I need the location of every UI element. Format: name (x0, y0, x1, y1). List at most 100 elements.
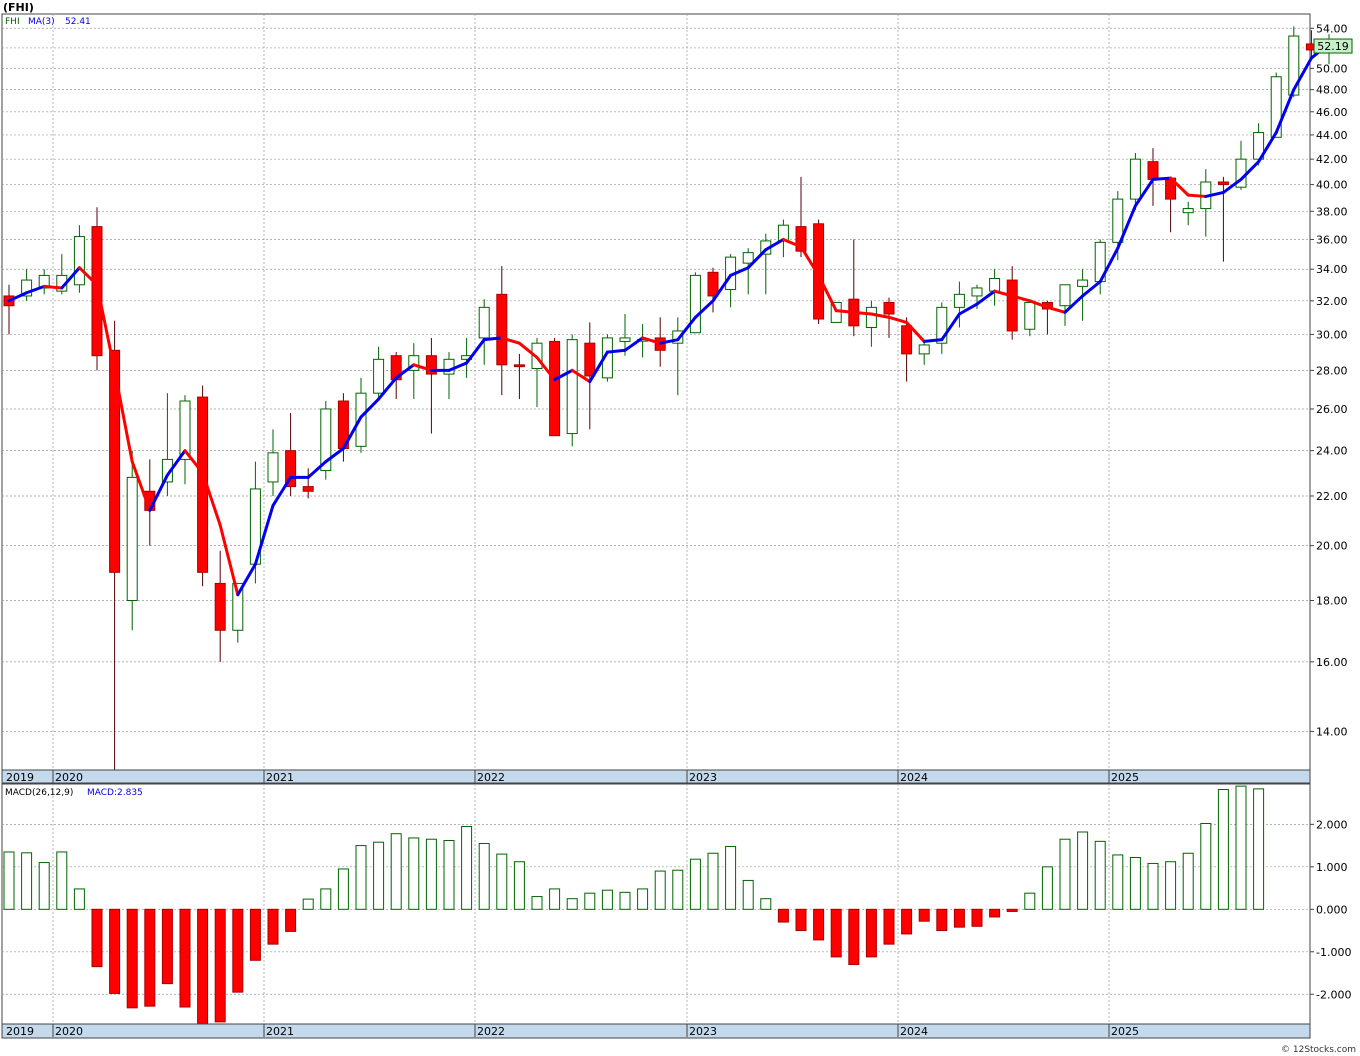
ma-segment-rising (957, 302, 979, 316)
price-tick-label: 30.00 (1316, 328, 1348, 341)
ma-segment-rising (1133, 177, 1155, 208)
candle-body (496, 293, 508, 366)
macd-bar-positive (1129, 856, 1141, 910)
year-label: 2022 (477, 1025, 505, 1038)
macd-bar-negative (918, 908, 930, 922)
candle-body (865, 306, 877, 329)
year-label: 2019 (6, 771, 34, 784)
macd-bar-positive (1024, 892, 1036, 910)
macd-bar-positive (549, 888, 561, 910)
candle-body (302, 486, 314, 492)
candle-body (1024, 301, 1036, 330)
macd-bar-negative (197, 908, 209, 1025)
ma-segment-falling (113, 368, 134, 464)
macd-bar-positive (461, 825, 473, 910)
macd-bar-positive (707, 852, 719, 910)
ma-segment-falling (570, 368, 592, 384)
candle-body (901, 325, 913, 355)
price-legend-symbol: FHI (5, 17, 20, 27)
macd-bar-positive (478, 842, 490, 910)
ma-segment-rising (271, 475, 293, 508)
macd-bar-positive (496, 853, 508, 910)
down-candle (302, 468, 314, 499)
year-label: 2021 (266, 771, 294, 784)
candle-body (1006, 279, 1018, 332)
ma-segment-rising (975, 289, 997, 306)
ma-segment-falling (500, 336, 521, 345)
year-label: 2020 (55, 771, 83, 784)
ma-segment-falling (641, 336, 662, 345)
macd-bar-positive (513, 861, 525, 910)
candle-body (989, 278, 1001, 292)
macd-bar-positive (1059, 838, 1071, 910)
price-tick-label: 26.00 (1316, 403, 1348, 416)
down-candle (214, 550, 226, 662)
up-candle (1182, 201, 1194, 226)
year-label: 2020 (55, 1025, 83, 1038)
macd-bar-positive (302, 898, 314, 910)
ma-segment-rising (148, 473, 169, 512)
ma-segment-falling (130, 460, 152, 512)
macd-bar-positive (742, 879, 754, 910)
up-candle (1059, 284, 1071, 326)
price-x-axis: 2019 2020 2021 2022 2023 2024 2025 (6, 770, 1139, 784)
macd-bar-negative (109, 908, 121, 994)
ma-segment-rising (693, 299, 715, 319)
down-candle (513, 353, 525, 400)
ma-segment-rising (1151, 176, 1173, 181)
ma-segment-rising (658, 338, 680, 345)
macd-bar-positive (637, 888, 649, 910)
macd-date-band (1, 1023, 1311, 1039)
candle-body (584, 342, 596, 377)
macd-bar-negative (249, 908, 261, 961)
ma-segment-rising (711, 273, 733, 303)
ma-segment-rising (1098, 246, 1120, 284)
candle-body (267, 452, 279, 483)
ma-segment-falling (535, 356, 557, 382)
candle-body (21, 279, 33, 297)
candle-body (126, 476, 138, 601)
macd-bar-negative (179, 908, 191, 1008)
up-candle (1024, 301, 1036, 337)
macd-bar-positive (566, 898, 578, 910)
candle-body (73, 236, 85, 286)
macd-bar-negative (91, 908, 103, 968)
candle-body (672, 330, 684, 344)
candle-body (179, 400, 191, 460)
macd-bar-negative (144, 908, 156, 1007)
up-candle (936, 302, 948, 354)
candle-body (1270, 76, 1282, 138)
candle-body (513, 364, 525, 368)
ma-segment-falling (183, 449, 205, 475)
ma-segment-falling (201, 471, 222, 527)
macd-bar-positive (601, 889, 613, 910)
down-candle (496, 266, 508, 396)
macd-bar-positive (672, 869, 684, 910)
candle-body (373, 358, 385, 394)
macd-bar-negative (161, 908, 173, 985)
up-candle (953, 281, 965, 328)
ma-line (7, 42, 1331, 597)
macd-bar-positive (1217, 789, 1229, 910)
price-panel (1, 13, 1311, 771)
year-label: 2025 (1111, 1025, 1139, 1038)
macd-bar-positive (1253, 788, 1265, 910)
candle-body (707, 271, 719, 297)
year-label: 2023 (689, 771, 717, 784)
macd-bar-negative (989, 908, 1001, 918)
year-label: 2022 (477, 771, 505, 784)
ma-segment-falling (1045, 305, 1067, 314)
ma-segment-rising (1081, 280, 1102, 298)
ma-segment-falling (218, 523, 240, 597)
up-candle (73, 225, 85, 293)
price-tick-label: 22.00 (1316, 490, 1348, 503)
macd-bar-positive (725, 845, 737, 910)
price-tick-label: 40.00 (1316, 179, 1348, 192)
down-candle (109, 320, 121, 770)
ma-segment-rising (764, 237, 785, 252)
candle-body (619, 337, 631, 342)
macd-tick-label: 1.000 (1316, 861, 1348, 874)
candle-body (109, 349, 121, 573)
macd-bar-positive (760, 898, 772, 910)
ma-segment-rising (306, 460, 328, 479)
